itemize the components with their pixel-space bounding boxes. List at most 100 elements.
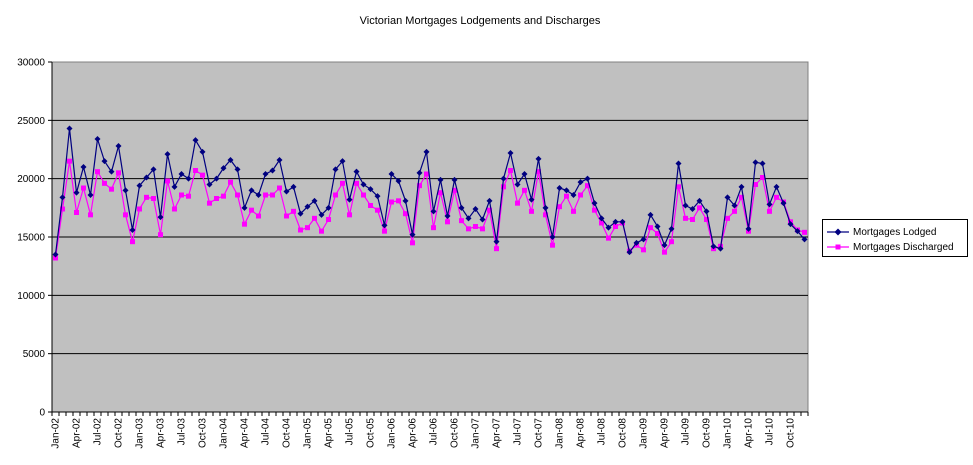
- data-point: [557, 204, 562, 210]
- data-point: [760, 175, 765, 180]
- data-point: [402, 197, 409, 204]
- data-point: [297, 210, 304, 217]
- data-point: [171, 183, 178, 190]
- data-point: [738, 183, 745, 190]
- data-point: [787, 221, 794, 228]
- data-point: [515, 200, 520, 206]
- data-point: [612, 218, 619, 225]
- data-point: [794, 228, 801, 235]
- data-point: [318, 211, 325, 218]
- data-point: [640, 236, 647, 243]
- x-axis: Jan-02 Apr-02 Jul-02 Oct-02 Jan-03 Apr-03 Jul-…: [51, 411, 809, 449]
- series-layer: [52, 125, 808, 261]
- data-point: [81, 185, 86, 191]
- data-point: [368, 203, 373, 208]
- x-tick-label: Jan-08: [555, 418, 566, 449]
- x-tick-label: Apr-06: [408, 418, 419, 448]
- data-point: [466, 226, 471, 232]
- y-tick-label: 25000: [17, 116, 45, 127]
- y-tick-label: 20000: [17, 174, 45, 185]
- data-point: [472, 206, 479, 212]
- data-point: [396, 198, 401, 204]
- data-point: [88, 212, 93, 218]
- data-point: [452, 187, 457, 193]
- data-point: [269, 167, 276, 174]
- data-point: [444, 213, 451, 219]
- data-point: [493, 238, 500, 245]
- data-point: [199, 148, 206, 155]
- data-point: [542, 204, 549, 211]
- x-tick-label: Jul-02: [93, 418, 104, 446]
- data-point: [689, 206, 696, 212]
- x-tick-label: Oct-03: [198, 418, 209, 448]
- data-point: [613, 224, 618, 229]
- data-point: [270, 192, 275, 198]
- data-point: [739, 194, 744, 200]
- data-point: [179, 192, 184, 198]
- x-tick-label: Apr-03: [156, 418, 167, 448]
- x-tick-label: Oct-02: [114, 418, 125, 448]
- data-point: [508, 168, 513, 173]
- x-tick-label: Jan-05: [303, 418, 314, 449]
- x-tick-label: Jul-08: [597, 418, 608, 446]
- data-point: [683, 215, 688, 221]
- data-point: [263, 192, 268, 198]
- data-point: [802, 229, 807, 235]
- data-point: [731, 202, 738, 209]
- data-point: [360, 181, 367, 188]
- data-point: [262, 171, 269, 177]
- data-point: [563, 187, 570, 194]
- legend-swatch-lodged: [827, 228, 849, 236]
- legend-label-lodged: Mortgages Lodged: [853, 226, 937, 238]
- data-point: [151, 196, 156, 201]
- data-point: [606, 235, 611, 241]
- data-point: [164, 151, 171, 158]
- data-point: [752, 159, 759, 166]
- data-point: [704, 217, 709, 222]
- x-tick-label: Jul-06: [429, 418, 440, 446]
- y-tick-label: 0: [39, 408, 45, 419]
- data-point: [116, 170, 121, 176]
- data-point: [388, 171, 395, 177]
- data-point: [732, 208, 737, 214]
- data-point: [767, 208, 772, 214]
- data-point: [193, 168, 198, 173]
- data-point: [256, 213, 261, 219]
- data-point: [213, 175, 220, 182]
- data-point: [200, 172, 205, 178]
- data-point: [87, 192, 94, 198]
- data-point: [578, 192, 583, 198]
- x-tick-label: Jan-04: [219, 418, 230, 449]
- data-point: [697, 205, 702, 211]
- x-tick-label: Apr-09: [660, 418, 671, 448]
- data-point: [227, 157, 234, 163]
- data-point: [487, 207, 492, 213]
- data-point: [137, 206, 142, 212]
- data-point: [745, 225, 752, 232]
- data-point: [423, 148, 430, 155]
- data-point: [158, 232, 163, 238]
- data-point: [451, 176, 458, 183]
- data-point: [333, 192, 338, 198]
- data-point: [165, 178, 170, 184]
- data-point: [410, 240, 415, 246]
- x-tick-label: Oct-08: [618, 418, 629, 448]
- data-point: [312, 215, 317, 221]
- legend-swatch-discharged: [827, 244, 849, 250]
- data-point: [235, 192, 240, 198]
- data-point: [676, 184, 681, 190]
- data-point: [290, 183, 297, 190]
- data-point: [647, 211, 654, 218]
- y-axis: 0 5000 10000 15000 20000 25000 30000: [17, 58, 53, 419]
- data-point: [430, 208, 437, 215]
- data-point: [585, 183, 590, 189]
- legend: Mortgages Lodged Mortgages Discharged: [822, 219, 968, 257]
- data-point: [599, 220, 604, 226]
- data-point: [556, 185, 563, 191]
- x-tick-label: Jan-10: [723, 418, 734, 449]
- data-point: [66, 125, 73, 132]
- data-point: [549, 234, 556, 240]
- data-point: [354, 180, 359, 186]
- data-point: [641, 247, 646, 253]
